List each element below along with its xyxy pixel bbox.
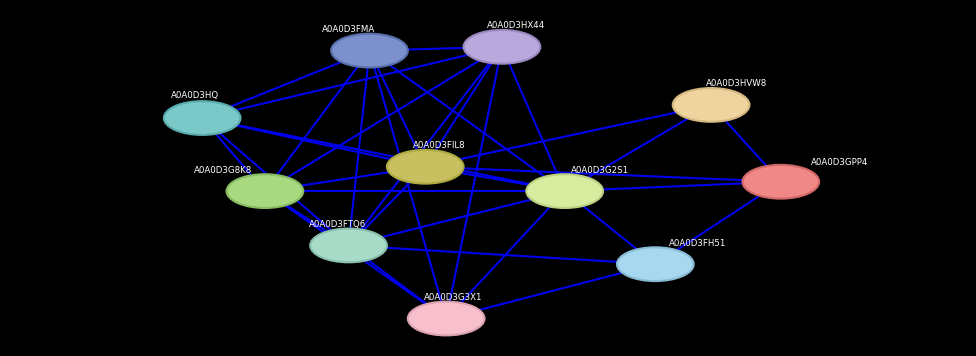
Text: A0A0D3G3X1: A0A0D3G3X1 [424,293,482,302]
Ellipse shape [226,174,304,208]
Text: A0A0D3HQ: A0A0D3HQ [171,91,220,100]
Ellipse shape [464,30,541,64]
Ellipse shape [743,165,819,199]
Ellipse shape [672,88,750,122]
Text: A0A0D3FH51: A0A0D3FH51 [669,239,726,248]
Ellipse shape [164,101,240,135]
Text: A0A0D3HX44: A0A0D3HX44 [487,21,545,30]
Text: A0A0D3FIL8: A0A0D3FIL8 [413,141,466,150]
Ellipse shape [617,247,694,281]
Text: A0A0D3FTQ6: A0A0D3FTQ6 [308,220,366,229]
Text: A0A0D3FMA: A0A0D3FMA [322,25,375,34]
Ellipse shape [310,229,386,262]
Ellipse shape [331,34,408,67]
Ellipse shape [526,174,603,208]
Text: A0A0D3HVW8: A0A0D3HVW8 [706,79,767,88]
Text: A0A0D3GPP4: A0A0D3GPP4 [811,158,868,167]
Ellipse shape [386,150,464,184]
Text: A0A0D3G2S1: A0A0D3G2S1 [571,166,629,175]
Text: A0A0D3G8K8: A0A0D3G8K8 [194,166,252,175]
Ellipse shape [408,302,484,335]
